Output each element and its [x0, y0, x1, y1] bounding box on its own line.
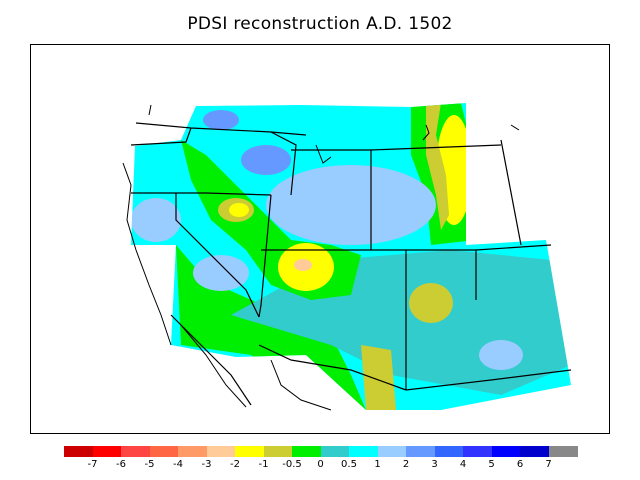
- field-peach-center: [294, 259, 312, 271]
- colorbar-label: 0: [317, 459, 324, 470]
- state-boundaries: [130, 122, 572, 406]
- colorbar-bin: [92, 446, 122, 457]
- colorbar-label: -2: [230, 459, 240, 470]
- colorbar-bin: [377, 446, 407, 457]
- boundary-ne-ks: [475, 244, 552, 251]
- colorbar-bin: [434, 446, 464, 457]
- field-lightblue-southeast: [479, 340, 523, 370]
- colorbar-label: -5: [144, 459, 155, 470]
- colorbar-label: -6: [116, 459, 126, 470]
- colorbar-bin: [178, 446, 207, 457]
- field-blue-north-a: [203, 110, 239, 130]
- boundary-sd-nd: [370, 144, 502, 151]
- colorbar-label: -4: [173, 459, 183, 470]
- field-lightblue-west: [131, 198, 181, 242]
- colorbar-bin: [206, 446, 236, 457]
- colorbar-bin: [263, 446, 293, 457]
- colorbar-bin: [349, 446, 378, 457]
- colorbar-bin: [548, 446, 578, 457]
- colorbar: [64, 446, 578, 457]
- pdsi-map: [122, 103, 572, 411]
- colorbar-label: 5: [488, 459, 495, 470]
- boundary-wa-or: [130, 127, 192, 146]
- colorbar-label: -1: [258, 459, 269, 470]
- colorbar-label: -0.5: [282, 459, 302, 470]
- colorbar-label: 2: [402, 459, 410, 470]
- boundary-az-mx: [258, 344, 407, 391]
- colorbar-label: 4: [459, 459, 467, 470]
- colorbar-bin: [406, 446, 435, 457]
- boundary-canada-us: [135, 122, 307, 136]
- colorbar-label: -3: [201, 459, 212, 470]
- coastline: [122, 104, 520, 411]
- colorbar-bin: [520, 446, 549, 457]
- colorbar-bin: [292, 446, 321, 457]
- colorbar-bin: [149, 446, 179, 457]
- boundary-id-mt: [270, 131, 297, 196]
- boundary-mn: [500, 139, 522, 246]
- field-olive-east: [426, 103, 449, 230]
- field-olive-c: [361, 345, 396, 410]
- colorbar-label: -7: [87, 459, 98, 470]
- colorbar-label: 3: [431, 459, 438, 470]
- boundary-or-ca-nv: [131, 192, 272, 196]
- field-yellow-north: [229, 203, 249, 217]
- map-title: PDSI reconstruction A.D. 1502: [187, 14, 453, 34]
- field-olive-b: [409, 283, 453, 323]
- boundary-nm-tx: [405, 369, 572, 391]
- boundary-ca-nv: [175, 193, 260, 318]
- map-frame: [30, 44, 610, 434]
- colorbar-labels: -7 -6 -5 -4 -3 -2 -1 -0.5 0 0.5 1 2 3 4 5 6 7: [0, 459, 640, 473]
- boundary-baja: [170, 314, 252, 406]
- colorbar-bin: [235, 446, 264, 457]
- colorbar-bin: [121, 446, 150, 457]
- colorbar-bin: [463, 446, 492, 457]
- colorbar-bin: [491, 446, 521, 457]
- colorbar-label: 6: [516, 459, 524, 470]
- field-lightblue-central: [193, 255, 249, 291]
- colorbar-bin: [64, 446, 93, 457]
- colorbar-label: 7: [545, 459, 552, 470]
- colorbar-label: 0.5: [341, 459, 357, 470]
- boundary-nv-ut: [258, 194, 272, 318]
- field-lightblue-north: [266, 165, 436, 245]
- field-blue-north-b: [241, 145, 291, 175]
- colorbar-bin: [320, 446, 350, 457]
- colorbar-label: 1: [374, 459, 381, 470]
